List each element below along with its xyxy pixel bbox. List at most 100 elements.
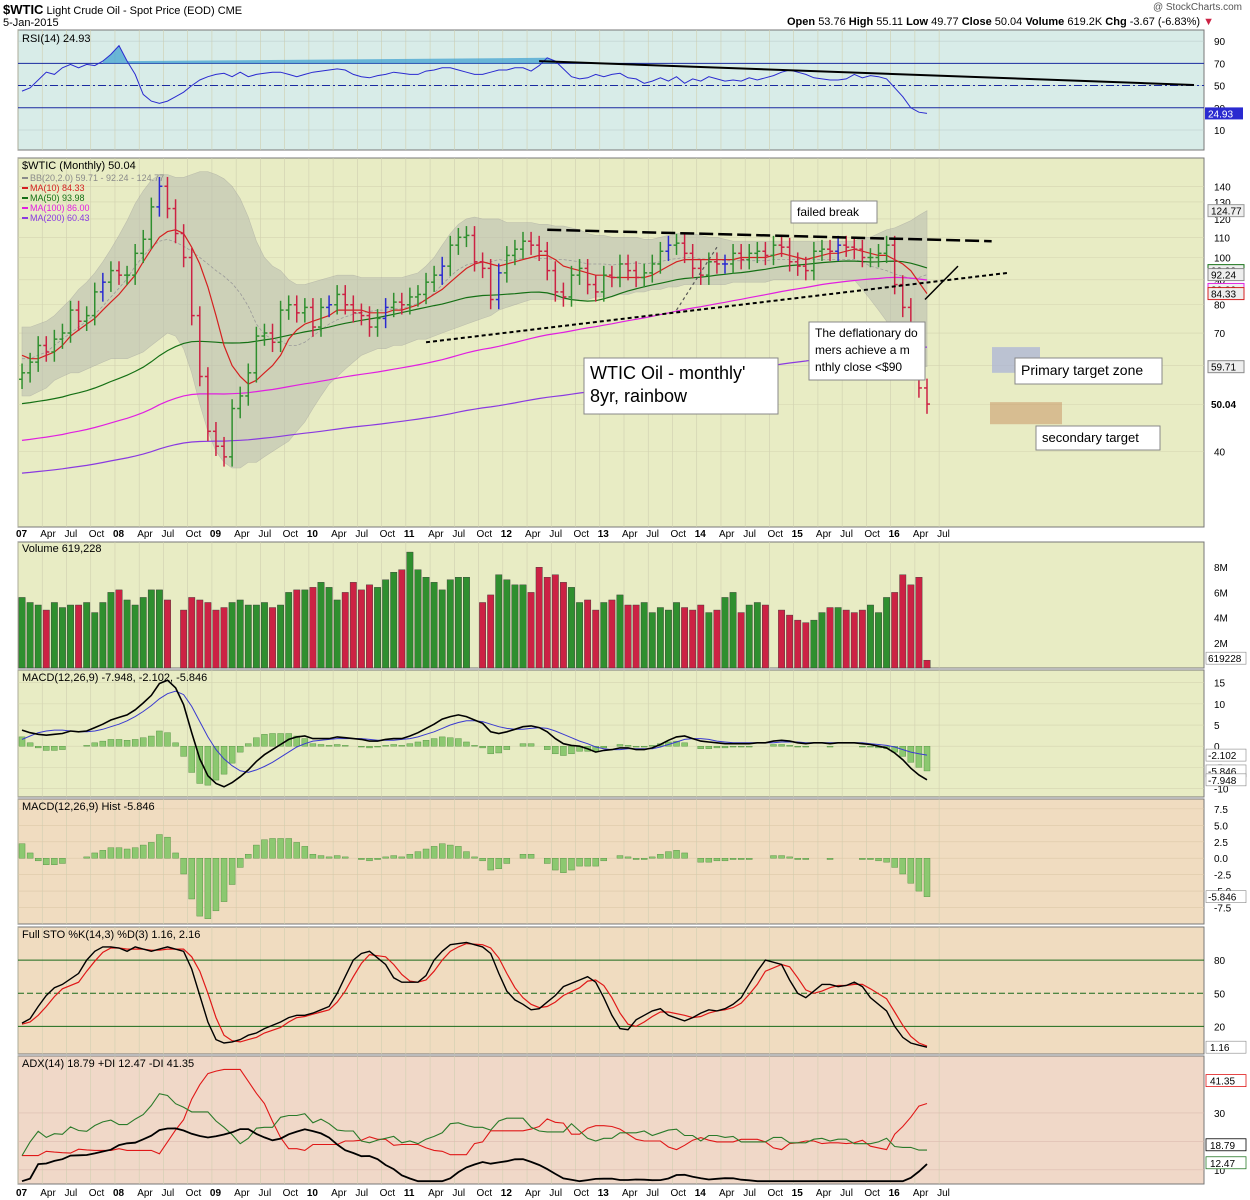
volume-bar	[422, 577, 430, 669]
price-bar	[43, 336, 50, 362]
macd-right-label: -7.948	[1208, 776, 1237, 787]
price-bar	[221, 436, 228, 467]
hist-bar	[196, 858, 204, 917]
macd-right-badge	[1205, 773, 1247, 787]
hist-bar	[519, 854, 527, 859]
x-tick-label-bottom: 12	[501, 1188, 513, 1199]
macd-histogram-bar	[479, 746, 486, 749]
hist-bar	[293, 842, 300, 859]
macd-histogram-bar	[293, 735, 300, 747]
hist-bar	[632, 858, 640, 860]
volume-bar	[584, 599, 592, 669]
price-bar	[818, 239, 825, 261]
volume-bar	[252, 604, 260, 669]
volume-bar	[228, 602, 236, 669]
price-y-tick: 100	[1214, 254, 1231, 265]
volume-bar	[131, 604, 139, 669]
price-bar	[891, 235, 898, 295]
volume-bar	[220, 607, 228, 669]
x-tick-label: Oct	[767, 529, 783, 540]
volume-y-tick: 8M	[1214, 563, 1228, 574]
macd-y-tick: 15	[1214, 679, 1226, 690]
hist-y-tick: 2.5	[1214, 838, 1228, 849]
hist-bar	[26, 852, 34, 859]
volume-bar	[164, 599, 171, 669]
hist-bar	[641, 858, 648, 860]
price-bar	[883, 235, 890, 264]
secondary-target-callout-box	[1035, 425, 1161, 451]
chart-title-callout-text: WTIC Oil - monthly'	[590, 363, 745, 383]
volume-bar	[115, 589, 123, 669]
adx-right-label: 18.79	[1210, 1141, 1235, 1152]
x-tick-label: Jul	[937, 529, 950, 540]
macd-histogram-bar	[59, 746, 66, 750]
hist-bar	[277, 838, 284, 859]
hist-bar	[576, 858, 583, 867]
x-tick-label: Apr	[719, 529, 735, 540]
x-tick-label: 15	[792, 529, 804, 540]
macd-histogram-bar	[366, 746, 373, 749]
volume-bar	[155, 589, 163, 669]
macd-histogram-bar	[487, 746, 494, 755]
volume-bar	[907, 584, 915, 669]
price-bar	[374, 309, 381, 337]
volume-bar	[309, 587, 317, 669]
price-bar	[843, 235, 850, 257]
volume-bar	[285, 592, 293, 669]
volume-bar	[495, 574, 503, 669]
hist-bar	[624, 856, 632, 859]
price-bar	[212, 421, 219, 457]
x-tick-label: 10	[307, 529, 319, 540]
price-bar	[334, 285, 341, 315]
rsi-title: RSI(14) 24.93	[22, 33, 90, 45]
hist-bar	[220, 858, 228, 902]
volume-bar	[317, 582, 325, 669]
macd-histogram-bar	[859, 746, 866, 748]
macd-histogram-bar	[624, 745, 632, 747]
macd-histogram-bar	[519, 743, 527, 747]
hist-bar	[826, 858, 834, 860]
rsi-last-badge	[1205, 107, 1243, 120]
symbol-description: Light Crude Oil - Spot Price (EOD)	[46, 5, 215, 17]
hist-bar	[802, 858, 809, 860]
x-tick-label-bottom: Apr	[234, 1188, 250, 1199]
hist-bar	[422, 848, 430, 859]
sto-last-label: 1.16	[1210, 1043, 1230, 1054]
hist-bar	[786, 856, 793, 859]
price-bar	[188, 248, 195, 326]
volume-bar	[608, 599, 616, 669]
volume-bar	[899, 574, 907, 669]
price-bar	[641, 263, 648, 288]
macd-histogram-bar	[568, 746, 575, 755]
hist-y-tick: 7.5	[1214, 805, 1228, 816]
x-tick-label-bottom: Apr	[525, 1188, 541, 1199]
macd-histogram-bar	[317, 744, 325, 747]
volume-title: Volume 619,228	[22, 543, 102, 555]
volume-bar	[737, 612, 745, 669]
down-arrow-icon: ▼	[1203, 16, 1214, 28]
volume-bar	[139, 597, 147, 669]
deflationary-doomers-callout-box	[808, 321, 926, 381]
volume-bar	[689, 609, 697, 669]
volume-bar	[503, 579, 511, 669]
volume-y-tick: 6M	[1214, 588, 1228, 599]
macd-histogram-bar	[115, 739, 123, 747]
hist-last-label: -5.846	[1208, 893, 1237, 904]
price-bar	[172, 199, 179, 244]
volume-bar	[244, 604, 252, 669]
ohlc-summary: Open 53.76 High 55.11 Low 49.77 Close 50…	[787, 16, 1214, 28]
macd-histogram-bar	[43, 746, 50, 751]
macd-histogram-bar	[705, 746, 713, 749]
hist-bar	[867, 858, 874, 860]
hist-bar	[527, 854, 535, 859]
price-right-label: 92.24	[1211, 271, 1236, 282]
macd-histogram-bar	[503, 746, 511, 750]
price-bar	[649, 254, 656, 283]
ma100-line	[21, 276, 928, 441]
price-bar	[277, 300, 284, 353]
macd-histogram-bar	[455, 738, 462, 747]
x-tick-label: Apr	[137, 529, 153, 540]
volume-bar	[236, 599, 244, 669]
volume-bar	[560, 582, 567, 669]
macd-y-tick: 5	[1214, 721, 1220, 732]
